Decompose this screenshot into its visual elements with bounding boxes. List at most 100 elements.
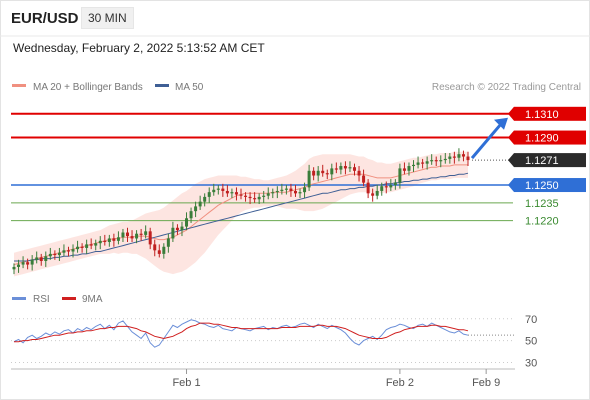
candle-body [248, 196, 252, 199]
rsi-lines [13, 319, 515, 348]
rsi-grid: 70 50 30 [11, 314, 537, 370]
candles [12, 148, 470, 275]
level-labels: 1.1310 1.1290 1.1271 1.1250 1.1235 1.1220 [508, 106, 586, 228]
candle-body [398, 168, 402, 183]
level-label-1.1290: 1.1290 [525, 133, 559, 145]
candle-body [244, 195, 248, 197]
candle-body [144, 231, 148, 235]
candle-body [312, 170, 316, 176]
candle-body [339, 166, 343, 170]
legend-bollinger: MA 20 + Bollinger Bands [33, 82, 143, 93]
level-label-1.1235: 1.1235 [525, 198, 559, 210]
level-tag-pointer-1.1250 [508, 178, 514, 193]
candle-body [30, 259, 34, 265]
candle-body [448, 156, 452, 159]
candle-body [416, 162, 420, 165]
candle-body [76, 246, 80, 250]
candle-body [180, 226, 184, 231]
candle-body [434, 160, 438, 162]
candle-body [121, 232, 125, 238]
candle-body [39, 257, 43, 262]
level-tag-1.1250 [514, 178, 586, 193]
candle-body [48, 253, 52, 257]
level-label-1.1271: 1.1271 [525, 155, 559, 167]
x-tick-label-Feb 1: Feb 1 [172, 377, 200, 389]
candle-body [166, 238, 170, 247]
legend-swatch-9ma [62, 297, 76, 300]
level-tag-1.1271 [514, 153, 586, 168]
legend-rsi: RSI [33, 294, 50, 305]
candle-body [216, 188, 220, 190]
candle-body [307, 170, 311, 188]
level-label-1.1250: 1.1250 [525, 180, 559, 192]
research-credit: Research © 2022 Trading Central [432, 82, 581, 93]
candle-body [94, 243, 98, 246]
candle-body [389, 185, 393, 188]
candle-body [452, 156, 456, 158]
candle-body [275, 190, 279, 193]
candle-body [430, 160, 434, 162]
candle-body [157, 250, 161, 254]
candle-body [171, 227, 175, 239]
candle-body [57, 252, 61, 256]
legend-9ma: 9MA [82, 294, 103, 305]
candle-body [343, 166, 347, 169]
candle-body [103, 240, 107, 243]
candle-body [198, 201, 202, 207]
target-arrow-head [494, 117, 508, 130]
candle-body [62, 250, 66, 253]
level-label-1.1310: 1.1310 [525, 109, 559, 121]
candle-body [85, 244, 89, 248]
candle-body [175, 227, 179, 231]
candle-body [357, 170, 361, 176]
candle-body [130, 236, 134, 239]
target-arrow [470, 117, 508, 160]
candle-body [44, 256, 48, 262]
price-levels [11, 112, 513, 222]
candle-body [321, 170, 325, 174]
candle-body [284, 188, 288, 190]
candle-body [80, 246, 84, 248]
candle-body [162, 246, 166, 254]
x-tick-label-Feb 9: Feb 9 [472, 377, 500, 389]
candle-body [207, 192, 211, 197]
rsi-tick-70: 70 [525, 314, 537, 326]
candle-body [316, 170, 320, 176]
candle-body [393, 182, 397, 186]
candle-body [35, 257, 39, 260]
candle-body [112, 238, 116, 241]
candle-body [289, 188, 293, 191]
level-tag-1.1310 [514, 106, 586, 121]
target-arrow-shaft [470, 121, 504, 160]
timeframe-badge[interactable]: 30 MIN [81, 7, 134, 29]
candle-body [253, 198, 257, 200]
candle-body [375, 190, 379, 196]
candle-body [225, 190, 229, 194]
level-tag-pointer-1.1310 [508, 106, 514, 121]
candle-body [293, 190, 297, 194]
candle-body [421, 162, 425, 164]
candle-body [21, 262, 25, 265]
level-tag-pointer-1.1271 [508, 153, 514, 168]
candle-body [203, 196, 207, 202]
candle-body [98, 240, 102, 244]
candle-body [116, 237, 120, 241]
candle-body [280, 189, 284, 191]
candle-body [298, 192, 302, 194]
rsi-tick-30: 30 [525, 358, 537, 370]
candle-body [257, 196, 261, 200]
candle-body [26, 262, 30, 265]
candle-body [402, 168, 406, 171]
candle-body [466, 156, 470, 161]
candle-body [12, 266, 16, 270]
candle-body [330, 168, 334, 175]
legend-swatch-ma50 [155, 84, 169, 87]
candle-body [380, 186, 384, 191]
candle-body [53, 253, 57, 256]
candle-body [71, 249, 75, 252]
legend-swatch-rsi [12, 297, 26, 300]
candle-body [443, 158, 447, 161]
bollinger-band-area [14, 151, 468, 277]
candle-body [461, 154, 465, 157]
